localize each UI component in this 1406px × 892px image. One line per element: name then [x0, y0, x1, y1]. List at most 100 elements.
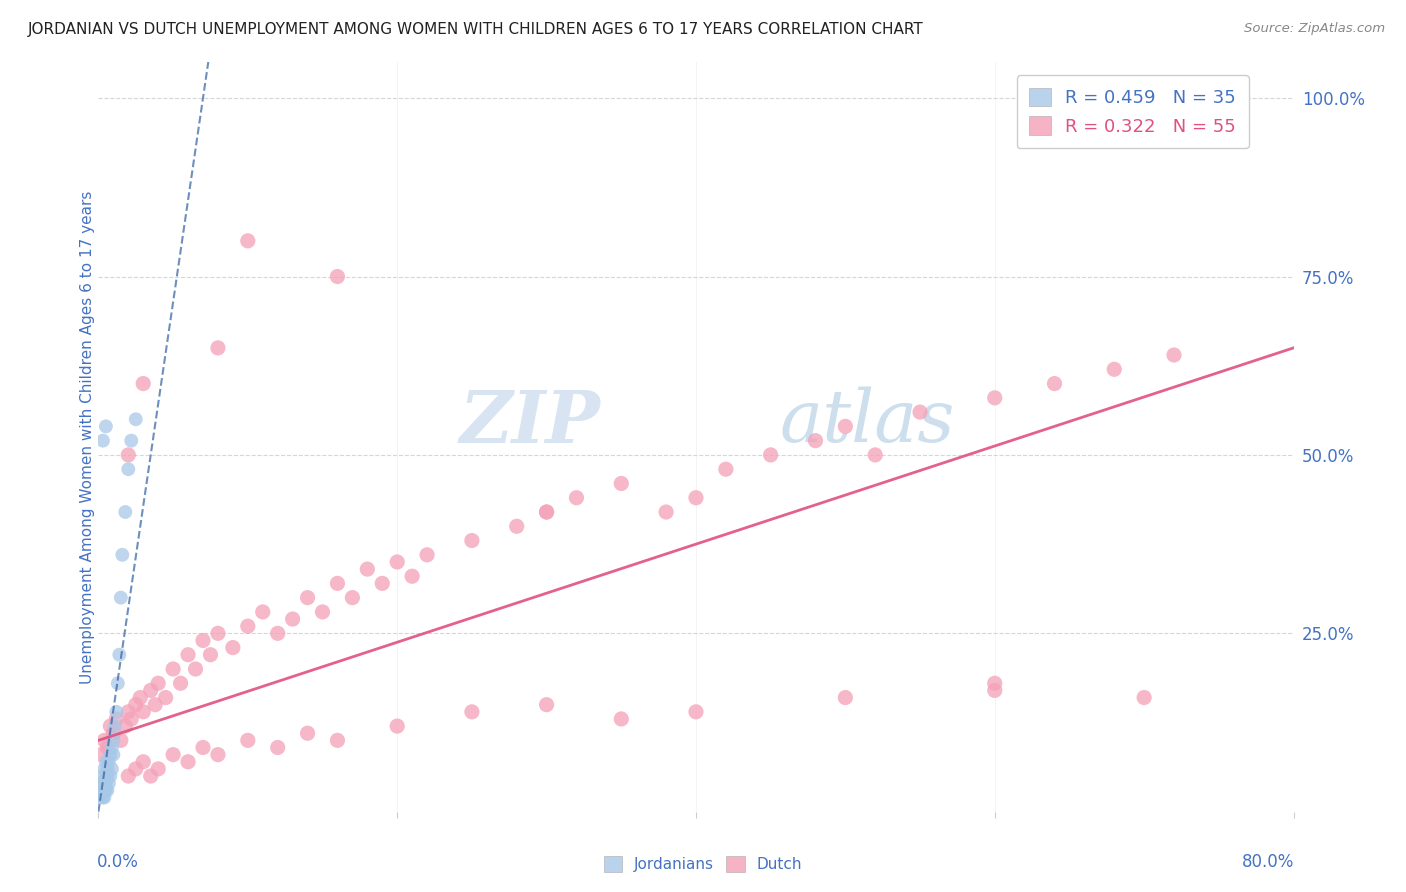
Point — [155, 690, 177, 705]
Point — [103, 726, 125, 740]
Point — [177, 755, 200, 769]
Point — [804, 434, 827, 448]
Point — [111, 548, 134, 562]
Point — [96, 783, 118, 797]
Point — [94, 755, 117, 769]
Point — [1104, 362, 1126, 376]
Point — [759, 448, 782, 462]
Point — [97, 755, 120, 769]
Point — [685, 491, 707, 505]
Point — [90, 783, 112, 797]
Point — [93, 783, 115, 797]
Point — [908, 405, 931, 419]
Point — [416, 548, 439, 562]
Point — [356, 562, 378, 576]
Point — [91, 434, 114, 448]
Point — [105, 705, 128, 719]
Point — [326, 576, 349, 591]
Text: Source: ZipAtlas.com: Source: ZipAtlas.com — [1244, 22, 1385, 36]
Point — [91, 769, 114, 783]
Point — [207, 626, 229, 640]
Point — [236, 619, 259, 633]
Point — [984, 676, 1007, 690]
Point — [834, 690, 856, 705]
Point — [148, 676, 170, 690]
Point — [184, 662, 207, 676]
Point — [610, 476, 633, 491]
Point — [114, 719, 136, 733]
Point — [207, 341, 229, 355]
Point — [267, 626, 290, 640]
Point — [139, 683, 162, 698]
Point — [177, 648, 200, 662]
Point — [326, 269, 349, 284]
Point — [90, 747, 112, 762]
Point — [461, 705, 484, 719]
Point — [655, 505, 678, 519]
Point — [94, 769, 117, 783]
Point — [117, 448, 139, 462]
Point — [714, 462, 737, 476]
Point — [371, 576, 394, 591]
Text: 0.0%: 0.0% — [97, 853, 139, 871]
Point — [207, 747, 229, 762]
Point — [342, 591, 364, 605]
Point — [148, 762, 170, 776]
Point — [93, 762, 115, 776]
Point — [107, 676, 129, 690]
Point — [96, 740, 118, 755]
Point — [117, 705, 139, 719]
Point — [108, 648, 131, 662]
Point — [385, 555, 409, 569]
Point — [101, 740, 124, 755]
Point — [1163, 348, 1185, 362]
Point — [114, 505, 136, 519]
Point — [120, 712, 142, 726]
Point — [96, 762, 118, 776]
Point — [236, 733, 259, 747]
Point — [110, 591, 132, 605]
Text: 80.0%: 80.0% — [1243, 853, 1295, 871]
Point — [94, 783, 117, 797]
Point — [132, 705, 155, 719]
Point — [191, 633, 214, 648]
Point — [984, 683, 1007, 698]
Point — [98, 747, 122, 762]
Point — [267, 740, 290, 755]
Point — [984, 391, 1007, 405]
Point — [834, 419, 856, 434]
Point — [610, 712, 633, 726]
Legend: Jordanians, Dutch: Jordanians, Dutch — [596, 848, 810, 880]
Point — [169, 676, 191, 690]
Point — [132, 755, 155, 769]
Point — [536, 505, 558, 519]
Point — [401, 569, 423, 583]
Point — [536, 505, 558, 519]
Point — [1043, 376, 1066, 391]
Point — [297, 591, 319, 605]
Point — [222, 640, 245, 655]
Text: atlas: atlas — [779, 387, 955, 458]
Point — [143, 698, 166, 712]
Point — [89, 790, 111, 805]
Point — [385, 719, 409, 733]
Text: ZIP: ZIP — [460, 386, 600, 458]
Text: JORDANIAN VS DUTCH UNEMPLOYMENT AMONG WOMEN WITH CHILDREN AGES 6 TO 17 YEARS COR: JORDANIAN VS DUTCH UNEMPLOYMENT AMONG WO… — [28, 22, 924, 37]
Point — [311, 605, 333, 619]
Legend: R = 0.459   N = 35, R = 0.322   N = 55: R = 0.459 N = 35, R = 0.322 N = 55 — [1017, 75, 1249, 148]
Point — [125, 412, 148, 426]
Point — [90, 776, 112, 790]
Point — [125, 762, 148, 776]
Point — [236, 234, 259, 248]
Point — [200, 648, 222, 662]
Point — [191, 740, 214, 755]
Point — [125, 698, 148, 712]
Point — [565, 491, 588, 505]
Point — [326, 733, 349, 747]
Point — [162, 747, 184, 762]
Point — [91, 790, 114, 805]
Point — [132, 376, 155, 391]
Point — [98, 719, 122, 733]
Point — [536, 698, 558, 712]
Point — [117, 462, 139, 476]
